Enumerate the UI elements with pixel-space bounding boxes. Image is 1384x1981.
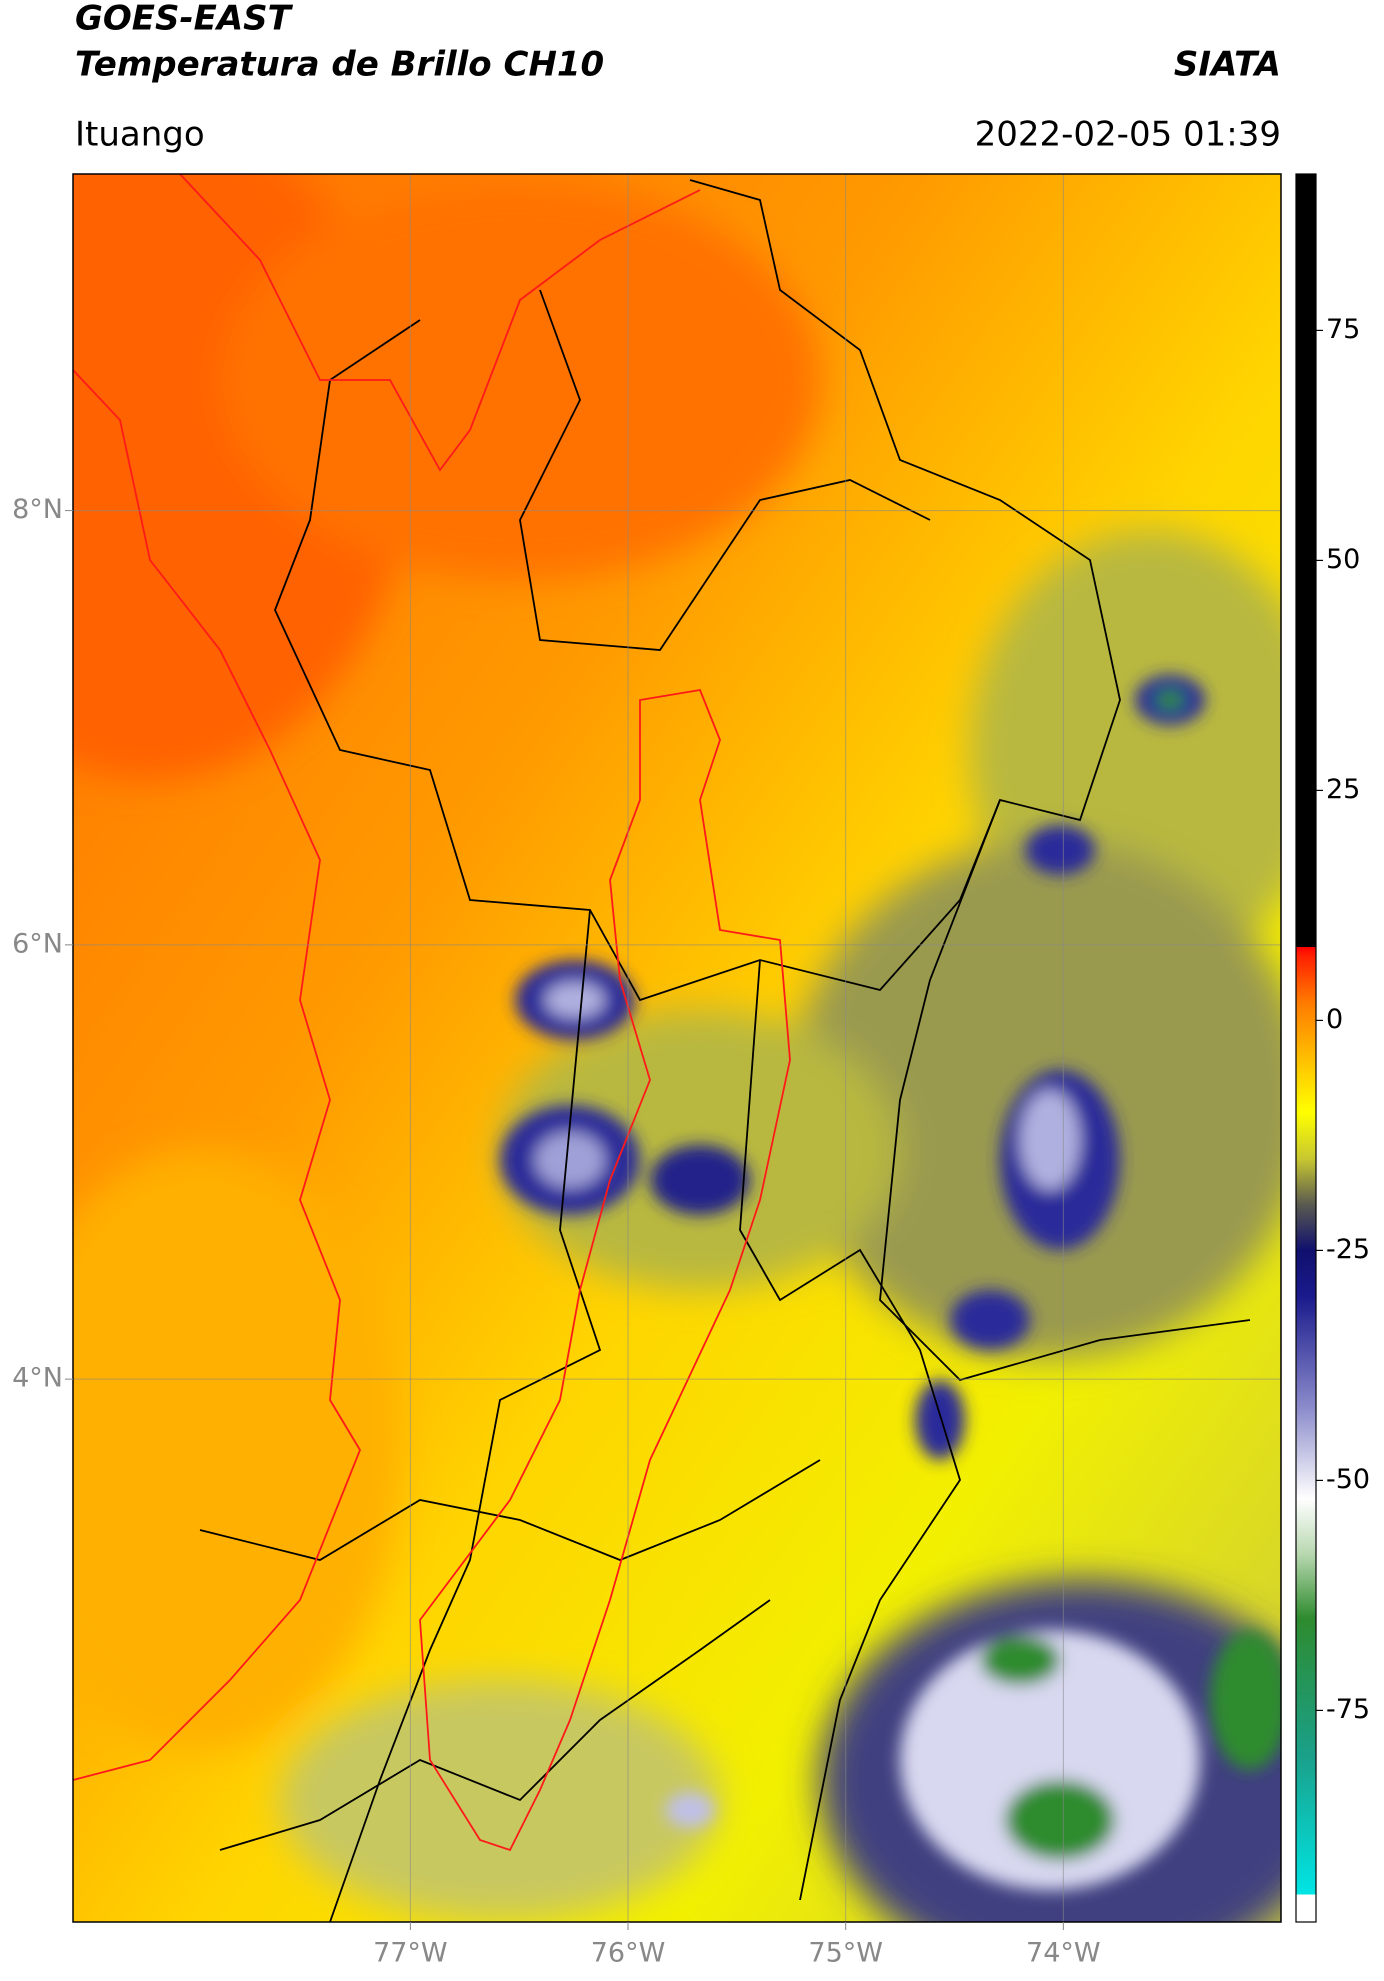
map-frame [72,173,1282,1923]
colorbar-tick-label: -75 [1326,1694,1370,1725]
graticule [73,174,1281,1922]
colorbar-tick-label: 25 [1326,774,1360,805]
location: Ituango [75,115,205,155]
x-tick-label: 76°W [591,1938,666,1969]
title: GOES-EAST [75,0,294,39]
colorbar: 75 50 25 0 -25 -50 -75 [1295,173,1370,1923]
colorbar-tick-label: 75 [1326,314,1360,345]
coastline-and-region [73,174,791,1852]
x-tick-label: 74°W [1026,1938,1101,1969]
colorbar-tick-label: -25 [1326,1234,1370,1265]
timestamp: 2022-02-05 01:39 [975,115,1281,155]
colorbar-fill [1296,174,1316,1922]
colorbar-tick-label: -50 [1326,1464,1370,1495]
x-tick-label: 77°W [373,1938,448,1969]
imagery [73,174,1281,1922]
colorbar-tick-label: 50 [1326,544,1360,575]
x-tick-label: 75°W [808,1938,883,1969]
colorbar-frame [1295,173,1317,1923]
y-tick-label: 4°N [12,1363,63,1394]
subtitle: Temperatura de Brillo CH10 [75,45,604,85]
convective-cells [500,675,1281,1890]
colorbar-tick-label: 0 [1326,1004,1343,1035]
y-tick-label: 6°N [12,928,63,959]
source: SIATA [1174,45,1281,85]
y-tick-label: 8°N [12,494,63,525]
